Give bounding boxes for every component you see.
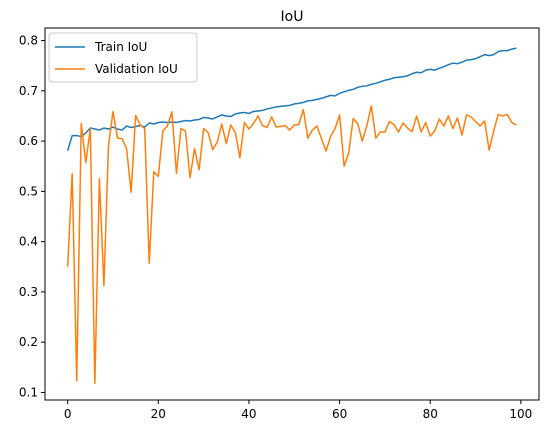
- legend-validation-iou-label: Validation IoU: [95, 62, 178, 76]
- y-axis: 0.1 0.2 0.3 0.4 0.5 0.6 0.7 0.8: [19, 34, 45, 399]
- x-tick-label: 60: [332, 407, 347, 421]
- y-tick-label: 0.4: [19, 235, 38, 249]
- y-tick-label: 0.1: [19, 385, 38, 399]
- y-tick-label: 0.6: [19, 134, 38, 148]
- series-line-validation-iou: [66, 105, 517, 385]
- plot-area: [66, 47, 517, 385]
- y-tick-label: 0.2: [19, 335, 38, 349]
- legend: Train IoU Validation IoU: [48, 32, 198, 83]
- x-tick-label: 40: [241, 407, 256, 421]
- legend-train-iou-label: Train IoU: [94, 40, 147, 54]
- y-tick-label: 0.8: [19, 34, 38, 48]
- y-tick-label: 0.7: [19, 84, 38, 98]
- x-tick-label: 0: [64, 407, 72, 421]
- x-tick-label: 20: [151, 407, 166, 421]
- chart-title: IoU: [281, 9, 304, 25]
- x-tick-label: 80: [423, 407, 438, 421]
- y-tick-label: 0.3: [19, 285, 38, 299]
- x-axis: 0 20 40 60 80 100: [64, 400, 532, 421]
- y-tick-label: 0.5: [19, 184, 38, 198]
- x-tick-label: 100: [509, 407, 532, 421]
- legend-box: [48, 32, 198, 83]
- axes-frame: [44, 27, 540, 401]
